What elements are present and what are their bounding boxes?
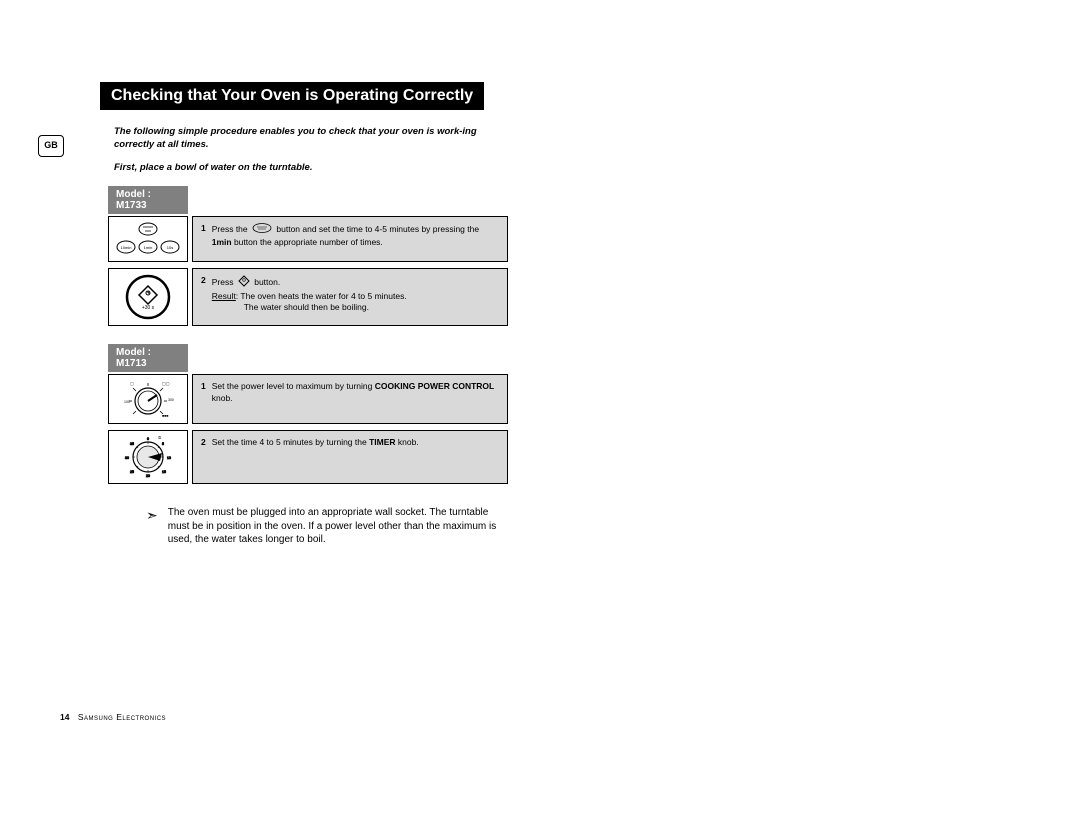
svg-text:⏲: ⏲	[158, 435, 161, 440]
m1733-step-2: +30 s 2 Press button. Result: The oven h…	[108, 268, 508, 326]
step-text: Press button. Result: The oven heats the…	[212, 275, 499, 319]
m1733-step-1: 10min 1min 10s 1 Press the button and se…	[108, 216, 508, 262]
step-text: Set the power level to maximum by turnin…	[212, 381, 499, 417]
step-number: 2	[201, 275, 206, 319]
step-number: 1	[201, 381, 206, 417]
svg-text:10min: 10min	[121, 245, 132, 250]
step-number: 2	[201, 437, 206, 477]
diamond-inline-icon	[238, 275, 250, 290]
m1733-step2-desc: 2 Press button. Result: The oven heats t…	[192, 268, 508, 326]
svg-text:+30 s: +30 s	[142, 305, 155, 311]
step-text: Press the button and set the time to 4-5…	[212, 223, 499, 255]
m1713-step1-desc: 1 Set the power level to maximum by turn…	[192, 374, 508, 424]
svg-text:10: 10	[167, 456, 171, 460]
intro-block: The following simple procedure enables y…	[114, 126, 494, 174]
svg-text:35: 35	[130, 442, 134, 446]
svg-text:■■■: ■■■	[162, 414, 168, 418]
company-name: Samsung Electronics	[78, 712, 166, 722]
svg-text:300: 300	[168, 398, 174, 402]
model-m1713-header: Model : M1713	[108, 344, 188, 372]
page-number: 14	[60, 712, 69, 722]
m1713-step-2: 0 5 10 15 20 25 30 35	[108, 430, 508, 484]
m1713-step-1: ▢ ▢▢ 300 100 ■■■ 1 Set the power level t…	[108, 374, 508, 424]
svg-text:25: 25	[130, 470, 134, 474]
m1713-step1-icon-box: ▢ ▢▢ 300 100 ■■■	[108, 374, 188, 424]
start-button-icon: +30 s	[124, 273, 172, 321]
svg-text:▢: ▢	[130, 381, 134, 386]
note-text: The oven must be plugged into an appropr…	[168, 506, 498, 547]
m1713-step2-desc: 2 Set the time 4 to 5 minutes by turning…	[192, 430, 508, 484]
power-inline-icon	[252, 223, 272, 236]
svg-text:30: 30	[125, 456, 129, 460]
svg-text:▢▢: ▢▢	[162, 381, 170, 386]
intro-paragraph-1: The following simple procedure enables y…	[114, 126, 494, 152]
svg-text:5: 5	[162, 442, 164, 446]
m1713-step2-icon-box: 0 5 10 15 20 25 30 35	[108, 430, 188, 484]
svg-text:100: 100	[124, 400, 130, 404]
power-knob-icon: ▢ ▢▢ 300 100 ■■■	[122, 379, 174, 419]
note-pointer-icon: ➣	[146, 506, 158, 547]
step-text: Set the time 4 to 5 minutes by turning t…	[212, 437, 499, 477]
step-number: 1	[201, 223, 206, 255]
page-footer: 14 Samsung Electronics	[60, 712, 166, 722]
timer-knob-icon: 0 5 10 15 20 25 30 35	[122, 435, 174, 479]
m1733-step1-desc: 1 Press the button and set the time to 4…	[192, 216, 508, 262]
page-content: Checking that Your Oven is Operating Cor…	[38, 82, 498, 547]
svg-text:1min: 1min	[144, 245, 153, 250]
m1733-step2-icon-box: +30 s	[108, 268, 188, 326]
page-title: Checking that Your Oven is Operating Cor…	[100, 82, 484, 110]
svg-text:20: 20	[146, 474, 150, 478]
note-block: ➣ The oven must be plugged into an appro…	[146, 506, 498, 547]
svg-text:15: 15	[162, 470, 166, 474]
intro-paragraph-2: First, place a bowl of water on the turn…	[114, 162, 494, 175]
model-m1733-header: Model : M1733	[108, 186, 188, 214]
m1733-step1-icon-box: 10min 1min 10s	[108, 216, 188, 262]
button-panel-icon: 10min 1min 10s	[114, 221, 182, 257]
svg-text:10s: 10s	[167, 245, 173, 250]
svg-text:0: 0	[147, 437, 149, 441]
